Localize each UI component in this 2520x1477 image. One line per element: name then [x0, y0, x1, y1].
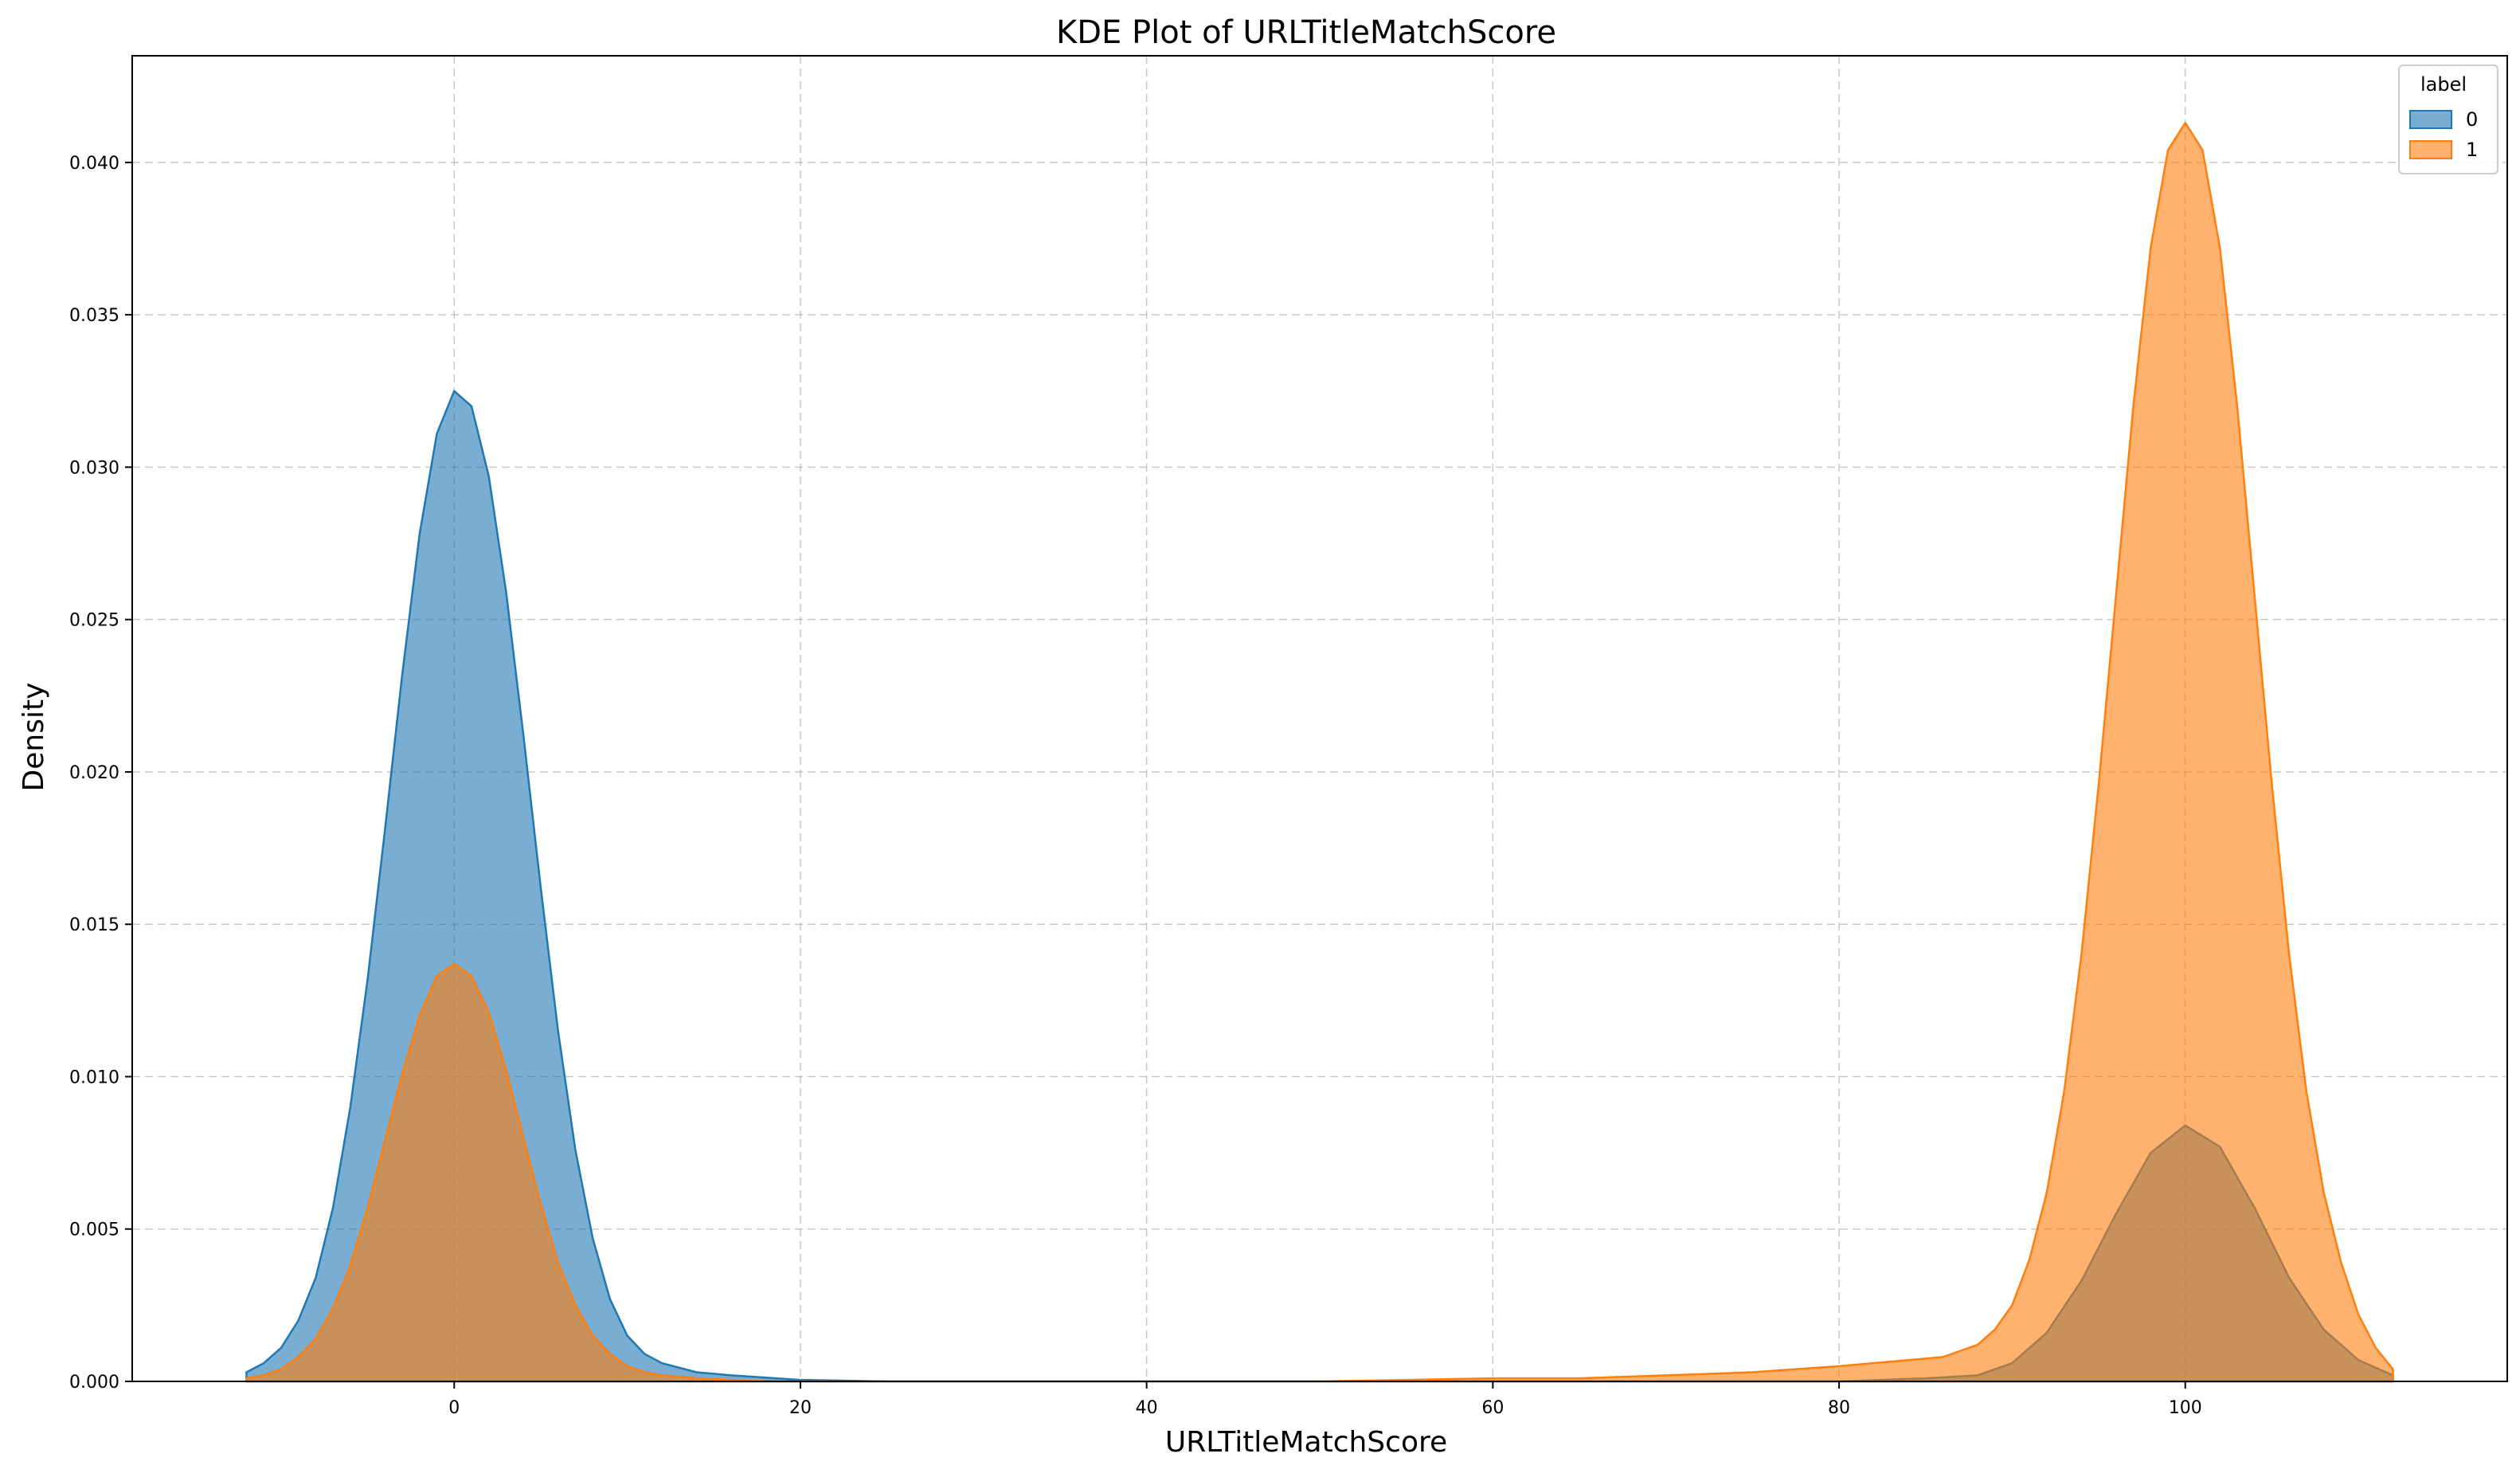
- y-tick-label-2: 0.010: [69, 1068, 119, 1087]
- x-tick-label-2: 40: [1136, 1398, 1158, 1418]
- x-axis-title: URLTitleMatchScore: [1165, 1426, 1447, 1459]
- legend-label-series-1: 1: [2466, 139, 2478, 161]
- plot-frame: [131, 55, 2508, 1382]
- legend-title: label: [2420, 73, 2467, 96]
- y-tick-label-8: 0.040: [69, 154, 119, 174]
- x-tick-label-1: 20: [789, 1398, 812, 1418]
- chart-title: KDE Plot of URLTitleMatchScore: [1056, 14, 1556, 51]
- y-tick-label-6: 0.030: [69, 458, 119, 478]
- y-tick-label-1: 0.005: [69, 1220, 119, 1240]
- x-tick-label-0: 0: [448, 1398, 460, 1418]
- y-tick-label-4: 0.020: [69, 763, 119, 783]
- y-tick-label-7: 0.035: [69, 306, 119, 326]
- y-tick-label-5: 0.025: [69, 611, 119, 631]
- legend: label 0 1: [2398, 65, 2498, 174]
- x-tick-label-5: 100: [2169, 1398, 2202, 1418]
- x-tick-label-3: 60: [1481, 1398, 1504, 1418]
- y-axis-title: Density: [18, 683, 50, 792]
- y-tick-label-0: 0.000: [69, 1373, 119, 1393]
- legend-label-series-0: 0: [2466, 108, 2478, 131]
- legend-swatch-series-0: [2409, 110, 2452, 129]
- legend-swatch-series-1: [2409, 140, 2452, 159]
- x-tick-label-4: 80: [1828, 1398, 1850, 1418]
- kde-areas: [245, 121, 2394, 1383]
- axis-ticks: 0 20 40 60 80 100 0.000 0.005 0.010 0.015 0.020 0.0…: [69, 154, 2202, 1418]
- kde-area-series-1: [245, 121, 2394, 1383]
- y-tick-label-3: 0.015: [69, 915, 119, 935]
